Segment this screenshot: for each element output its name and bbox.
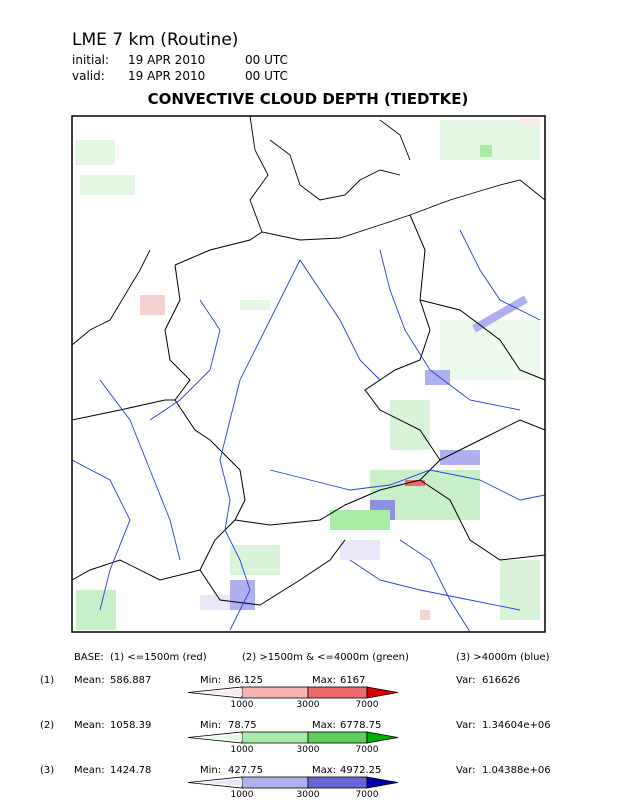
colorbar-arrow-inner	[200, 734, 242, 741]
colorbar-tick-label: 3000	[297, 745, 320, 755]
min-value: 78.75	[228, 720, 257, 731]
initial-date: 19 APR 2010	[128, 53, 205, 67]
coastlines	[71, 115, 546, 346]
colorbar-arrow	[366, 731, 399, 744]
map-frame	[71, 115, 546, 633]
max-label: Max:	[312, 675, 336, 686]
min-value: 427.75	[228, 765, 263, 776]
colorbar-arrow-inner	[200, 689, 242, 696]
map	[71, 115, 546, 633]
initial-label: initial:	[72, 53, 109, 67]
min-label: Min:	[200, 765, 221, 776]
min-label: Min:	[200, 675, 221, 686]
mean-value: 586.887	[110, 675, 151, 686]
colorbar-segment	[241, 776, 309, 789]
var-label: Var:	[456, 765, 476, 776]
colorbar-segment	[241, 731, 309, 744]
valid-time: 00 UTC	[245, 69, 288, 83]
max-value: 4972.25	[340, 765, 381, 776]
row-index: (3)	[40, 765, 54, 776]
colorbar-tick-label: 3000	[297, 700, 320, 710]
base-class: (1) <=1500m (red)	[110, 652, 207, 663]
model-title: LME 7 km (Routine)	[72, 30, 238, 50]
mean-label: Mean:	[74, 720, 105, 731]
colorbar-arrow-inner	[200, 779, 242, 786]
base-label: BASE:	[74, 652, 104, 663]
row-index: (1)	[40, 675, 54, 686]
var-value: 1.34604e+06	[482, 720, 551, 731]
valid-label: valid:	[72, 69, 105, 83]
colorbar-tick-label: 7000	[356, 790, 379, 800]
max-value: 6167	[340, 675, 365, 686]
colorbar-tick-label: 1000	[231, 700, 254, 710]
min-value: 86.125	[228, 675, 263, 686]
base-class: (2) >1500m & <=4000m (green)	[242, 652, 409, 663]
colorbar-segment	[307, 686, 368, 699]
valid-date: 19 APR 2010	[128, 69, 205, 83]
field-title: CONVECTIVE CLOUD DEPTH (TIEDTKE)	[148, 90, 469, 108]
colorbar-tick-label: 7000	[356, 745, 379, 755]
var-label: Var:	[456, 720, 476, 731]
colorbar-arrow	[366, 776, 399, 789]
min-label: Min:	[200, 720, 221, 731]
mean-label: Mean:	[74, 765, 105, 776]
colorbar-arrow	[366, 686, 399, 699]
colorbar-tick-label: 1000	[231, 790, 254, 800]
colorbar-tick-label: 7000	[356, 700, 379, 710]
mean-value: 1058.39	[110, 720, 151, 731]
max-value: 6778.75	[340, 720, 381, 731]
max-label: Max:	[312, 720, 336, 731]
var-value: 616626	[482, 675, 520, 686]
colorbar-segment	[241, 686, 309, 699]
var-label: Var:	[456, 675, 476, 686]
var-value: 1.04388e+06	[482, 765, 551, 776]
initial-time: 00 UTC	[245, 53, 288, 67]
precip-patches	[75, 118, 540, 630]
mean-label: Mean:	[74, 675, 105, 686]
mean-value: 1424.78	[110, 765, 151, 776]
colorbar-tick-label: 3000	[297, 790, 320, 800]
borders	[71, 214, 546, 606]
max-label: Max:	[312, 765, 336, 776]
rivers	[71, 229, 546, 633]
legend: BASE: (1) <=1500m (red) (2) >1500m & <=4…	[40, 652, 551, 800]
row-index: (2)	[40, 720, 54, 731]
colorbar-segment	[307, 776, 368, 789]
colorbar-tick-label: 1000	[231, 745, 254, 755]
colorbar-segment	[307, 731, 368, 744]
base-class: (3) >4000m (blue)	[456, 652, 550, 663]
